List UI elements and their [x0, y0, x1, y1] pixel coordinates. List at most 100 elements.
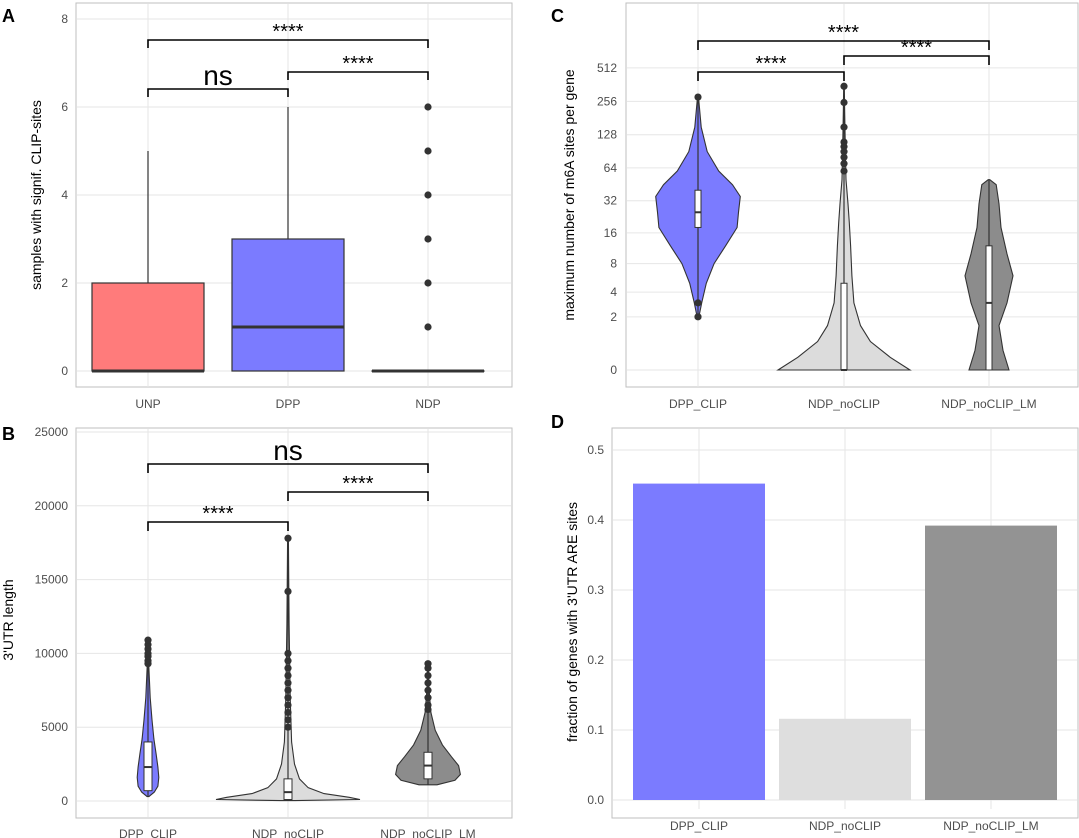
panel-b-outlier-point [284, 534, 292, 542]
panel-a-significance-bracket [287, 71, 429, 80]
panel-b-outlier-point [284, 679, 292, 687]
panel-c-significance-bracket [697, 71, 845, 81]
panel-b-outlier-point [284, 664, 292, 672]
panel-b-outlier-point [284, 708, 292, 717]
panel-a-significance-label: **** [272, 21, 303, 43]
panel-d-xtick-label: NDP_noCLIP_LM [943, 819, 1038, 833]
panel-b-outlier-point [424, 679, 432, 687]
panel-d-bar-dpp_clip [633, 483, 765, 800]
panel-a-ytick-label: 8 [61, 12, 68, 26]
panel-c-ytick-label: 16 [604, 226, 618, 240]
panel-a-significance-bracket [147, 39, 429, 48]
panel-b-outlier-point [424, 671, 432, 680]
panel-c-outlier-point [694, 313, 702, 321]
panel-b-xtick-label: NDP_noCLIP [252, 827, 324, 838]
panel-a-ytick-label: 2 [61, 276, 68, 290]
panel-b-outlier-point [284, 649, 292, 658]
panel-a-ytick-label: 4 [61, 188, 68, 202]
panel-b-outlier-point [284, 716, 292, 724]
panel-a-xtick-label: NDP [415, 397, 440, 411]
panel-a-outlier-point [424, 147, 432, 155]
panel-a-label: A [2, 6, 15, 26]
panel-b-outlier-point [284, 686, 292, 694]
panel-a: A samples with signif. CLIP-sites 0 2 4 6 8 U… [2, 2, 513, 411]
panel-d-xtick-label: NDP_noCLIP [809, 819, 881, 833]
panel-a-xtick-label: DPP [276, 397, 301, 411]
panel-a-ylabel: samples with signif. CLIP-sites [28, 100, 44, 290]
panel-d-ytick-label: 0.4 [587, 513, 604, 527]
panel-d-ytick-label: 0.5 [587, 443, 604, 457]
panel-d-ytick-label: 0.3 [587, 583, 604, 597]
panel-c-significance-label: **** [755, 53, 786, 75]
panel-b-outlier-point [424, 701, 432, 709]
panel-a-significance-label: ns [203, 60, 233, 91]
panel-d-bar-ndp_noclip [779, 718, 911, 800]
panel-c-inner-box [840, 282, 848, 371]
panel-c-ytick-label: 32 [604, 194, 618, 208]
panel-a-ytick-label: 0 [61, 364, 68, 378]
panel-d-ylabel: fraction of genes with 3'UTR ARE sites [564, 502, 580, 742]
panel-b-inner-box [283, 778, 293, 801]
panel-c: C maximum number of m6A sites per gene 0… [551, 2, 1079, 411]
panel-d-ytick-label: 0.1 [587, 723, 604, 737]
panel-b-significance-label: **** [342, 473, 373, 495]
panel-c-xtick-label: NDP_noCLIP_LM [941, 397, 1036, 411]
panel-d-plot-area [611, 427, 1079, 819]
panel-b-outlier-point [284, 701, 292, 709]
panel-c-ytick-label: 2 [610, 310, 617, 324]
panel-d-bar-ndp_noclip_lm [925, 525, 1057, 800]
panel-b-ytick-label: 10000 [35, 646, 69, 660]
panel-c-plot-area [625, 2, 1079, 388]
panel-c-ytick-label: 256 [597, 94, 617, 108]
panel-b-plot-area [75, 427, 513, 819]
panel-c-outlier-point [840, 153, 848, 161]
panel-c-outlier-point [840, 98, 848, 107]
panel-c-outlier-point [840, 160, 848, 168]
panel-c-ytick-label: 0 [610, 363, 617, 377]
panel-a-xtick-label: UNP [135, 397, 160, 411]
panel-a-outlier-point [424, 323, 432, 331]
panel-b-outlier-point [144, 636, 152, 644]
panel-b-outlier-point [284, 694, 292, 702]
panel-c-significance-bracket [697, 40, 990, 50]
panel-b-significance-bracket [287, 491, 429, 501]
panel-c-significance-label: **** [828, 22, 859, 44]
panel-c-ylabel: maximum number of m6A sites per gene [561, 69, 577, 321]
panel-d-xtick-label: DPP_CLIP [670, 819, 728, 833]
panel-a-outlier-point [424, 279, 432, 287]
panel-b-significance-label: **** [202, 503, 233, 525]
panel-d: D fraction of genes with 3'UTR ARE sites… [551, 412, 1079, 833]
panel-b-significance-bracket [147, 463, 429, 473]
panel-c-significance-bracket [843, 55, 990, 65]
panel-a-outlier-point [424, 235, 432, 243]
panel-b-outlier-point [284, 723, 292, 731]
panel-b-ylabel: 3'UTR length [0, 579, 16, 660]
panel-c-ytick-label: 64 [604, 161, 618, 175]
panel-b-outlier-point [424, 694, 432, 702]
panel-c-ytick-label: 8 [610, 257, 617, 271]
panel-c-outlier-point [840, 123, 848, 131]
panel-d-label: D [551, 412, 564, 432]
panel-c-label: C [551, 6, 564, 26]
panel-c-ytick-label: 128 [597, 128, 617, 142]
panel-b-outlier-point [284, 671, 292, 680]
panel-b-significance-label: ns [273, 435, 303, 466]
panel-b-outlier-point [424, 660, 432, 668]
panel-b-label: B [2, 424, 15, 444]
panel-a-significance-bracket [147, 88, 289, 97]
panel-a-ytick-label: 6 [61, 100, 68, 114]
panel-c-ytick-label: 4 [610, 285, 617, 299]
panel-c-outlier-point [840, 82, 848, 90]
panel-d-ytick-label: 0.0 [587, 793, 604, 807]
panel-b-ytick-label: 20000 [35, 499, 69, 513]
panel-c-inner-box [694, 189, 702, 228]
panel-d-ytick-label: 0.2 [587, 653, 604, 667]
panel-b-ytick-label: 15000 [35, 573, 69, 587]
panel-b-significance-bracket [147, 521, 289, 531]
panel-b-xtick-label: DPP_CLIP [119, 827, 177, 838]
panel-b-outlier-point [284, 657, 292, 665]
panel-a-significance-label: **** [342, 53, 373, 75]
panel-c-ytick-label: 512 [597, 61, 617, 75]
panel-a-outlier-point [424, 103, 432, 111]
panel-b-ytick-label: 25000 [35, 425, 69, 439]
